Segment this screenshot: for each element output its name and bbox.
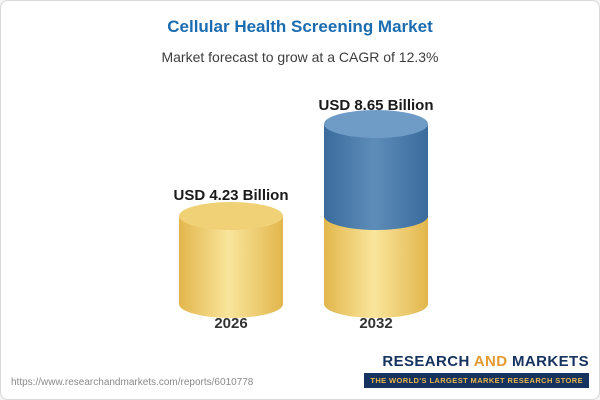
cylinder-bottom-cap	[324, 290, 428, 318]
cylinder-bottom-cap	[179, 290, 283, 318]
x-axis-label-2026: 2026	[214, 315, 248, 332]
cylinder-body	[179, 216, 283, 304]
chart-title: Cellular Health Screening Market	[167, 17, 433, 36]
logo-word-research: RESEARCH	[382, 353, 470, 370]
report-url-link[interactable]: https://www.researchandmarkets.com/repor…	[11, 377, 254, 388]
research-and-markets-logo: RESEARCH AND MARKETS THE WORLD'S LARGEST…	[364, 353, 589, 388]
cylinder-top-cap	[324, 110, 428, 138]
cylinder-body	[324, 124, 428, 216]
logo-word-markets: MARKETS	[512, 353, 589, 370]
bar-2026-segment-base	[179, 202, 283, 318]
bar-2032-cylinder	[324, 110, 428, 318]
logo-tagline: THE WORLD'S LARGEST MARKET RESEARCH STOR…	[364, 372, 589, 388]
logo-wordmark: RESEARCH AND MARKETS	[382, 353, 589, 371]
cylinder-top-cap	[179, 202, 283, 230]
cylinder-body	[324, 216, 428, 304]
value-label-2032: USD 8.65 Billion	[318, 97, 434, 114]
chart-subtitle: Market forecast to grow at a CAGR of 12.…	[161, 49, 439, 65]
bar-2026-cylinder	[179, 202, 283, 318]
value-label-2026: USD 4.23 Billion	[173, 187, 289, 204]
bar-2032-segment-base	[324, 216, 428, 318]
x-axis-label-2032: 2032	[359, 315, 393, 332]
bar-2032-segment-growth	[324, 110, 428, 230]
cylinder-bottom-cap	[324, 202, 428, 230]
logo-word-and: AND	[473, 353, 508, 370]
